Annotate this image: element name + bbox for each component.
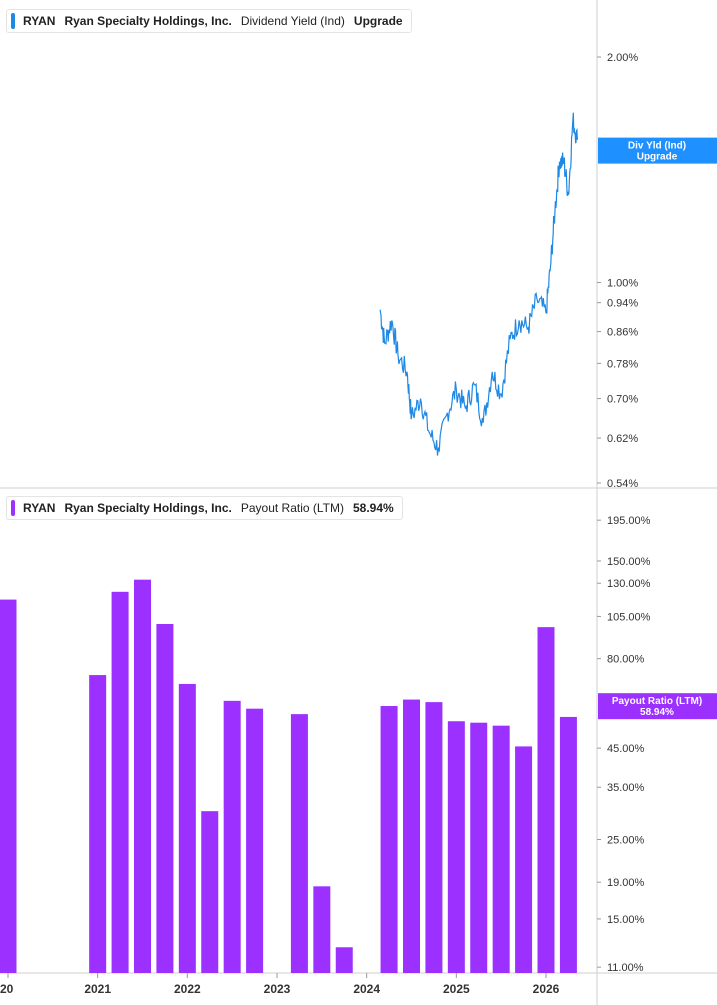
y-tick-label: 11.00% xyxy=(607,962,644,974)
x-tick-label: 2022 xyxy=(174,982,201,996)
payout-bar xyxy=(470,722,488,973)
legend-ticker: RYAN xyxy=(23,501,56,515)
dividend-yield-legend[interactable]: RYAN Ryan Specialty Holdings, Inc. Divid… xyxy=(6,9,412,33)
y-tick-label: 0.62% xyxy=(607,433,638,445)
y-tick-label: 35.00% xyxy=(607,782,645,794)
payout-badge-value: 58.94% xyxy=(640,707,674,718)
payout-bar xyxy=(223,700,241,973)
y-tick-label: 25.00% xyxy=(607,835,645,847)
legend-swatch xyxy=(11,13,15,29)
x-tick-label: 2026 xyxy=(533,982,560,996)
x-tick-label: 2025 xyxy=(443,982,470,996)
payout-ratio-legend[interactable]: RYAN Ryan Specialty Holdings, Inc. Payou… xyxy=(6,496,403,520)
legend-company: Ryan Specialty Holdings, Inc. xyxy=(64,14,232,28)
payout-bar xyxy=(559,716,577,973)
payout-bar xyxy=(0,599,17,973)
payout-bar xyxy=(89,675,107,973)
yield-badge-value: Upgrade xyxy=(637,152,678,163)
payout-bar xyxy=(290,714,308,973)
payout-bar xyxy=(246,708,264,973)
y-tick-label: 45.00% xyxy=(607,743,645,755)
y-tick-label: 15.00% xyxy=(607,914,645,926)
payout-badge xyxy=(598,693,717,720)
y-tick-label: 19.00% xyxy=(607,877,645,889)
x-tick-label: 2024 xyxy=(353,982,380,996)
x-tick-label: 2023 xyxy=(264,982,291,996)
x-axis: 20 2021 2022 2023 2024 2025 2026 xyxy=(0,973,560,996)
payout-bar xyxy=(537,627,555,973)
payout-bar xyxy=(492,725,510,973)
x-tick-label: 20 xyxy=(0,982,14,996)
dividend-yield-line xyxy=(379,112,578,456)
payout-bar xyxy=(447,721,465,973)
legend-swatch xyxy=(11,500,15,516)
y-tick-label: 0.70% xyxy=(607,394,638,406)
legend-ticker: RYAN xyxy=(23,14,56,28)
y-tick-label: 105.00% xyxy=(607,611,651,623)
dividend-yield-panel xyxy=(379,112,578,456)
payout-bar xyxy=(515,746,533,973)
legend-company: Ryan Specialty Holdings, Inc. xyxy=(64,501,232,515)
legend-value: 58.94% xyxy=(353,501,394,515)
y-tick-label: 0.54% xyxy=(607,478,638,490)
yield-badge xyxy=(598,137,717,164)
legend-metric: Payout Ratio (LTM) xyxy=(240,501,344,515)
yield-badge-label: Div Yld (Ind) xyxy=(628,141,686,152)
payout-ratio-panel xyxy=(0,579,577,973)
y-tick-label: 195.00% xyxy=(607,515,651,527)
value-badges: Div Yld (Ind)Upgrade Payout Ratio (LTM)58… xyxy=(598,137,717,720)
y-tick-label: 130.00% xyxy=(607,578,651,590)
y-tick-label: 0.94% xyxy=(607,298,638,310)
payout-bar xyxy=(134,579,151,973)
payout-bar xyxy=(201,811,219,973)
payout-bar xyxy=(335,947,353,973)
y-tick-label: 0.78% xyxy=(607,358,638,370)
payout-bar xyxy=(178,683,196,973)
x-tick-label: 2021 xyxy=(84,982,111,996)
y-tick-label: 150.00% xyxy=(607,556,651,568)
payout-bar xyxy=(403,699,420,973)
legend-metric: Dividend Yield (Ind) xyxy=(240,14,345,28)
y-tick-label: 0.86% xyxy=(607,327,638,339)
y-tick-label: 80.00% xyxy=(607,654,645,666)
payout-bar xyxy=(313,886,331,973)
payout-bar xyxy=(111,591,129,973)
payout-bar xyxy=(425,702,443,973)
payout-badge-label: Payout Ratio (LTM) xyxy=(612,696,702,707)
legend-value[interactable]: Upgrade xyxy=(353,14,403,28)
payout-bar xyxy=(380,706,398,973)
payout-bar xyxy=(156,624,174,973)
y-tick-label: 2.00% xyxy=(607,52,638,64)
y-tick-label: 1.00% xyxy=(607,278,638,290)
